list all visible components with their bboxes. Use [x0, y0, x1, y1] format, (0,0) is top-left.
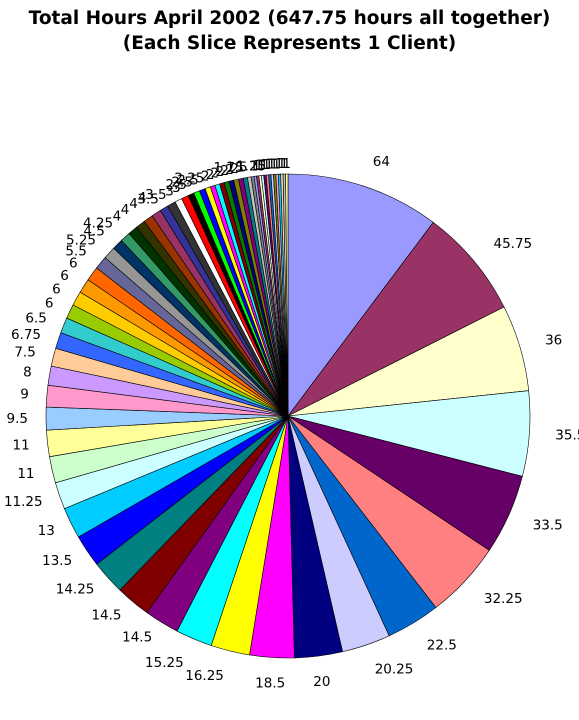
slice-label: 5.5: [65, 243, 86, 259]
slice-label: 8: [23, 365, 32, 381]
slice-label: 45.75: [494, 236, 533, 252]
slice-label: 1: [265, 157, 274, 173]
slice-label: 2: [216, 164, 225, 180]
slice-label: 32.25: [484, 591, 523, 607]
slice-label: 1: [270, 156, 279, 172]
slice-label: 18.5: [255, 675, 285, 691]
slice-label: 20.25: [375, 662, 414, 678]
slice-label: 1: [277, 156, 286, 172]
slice-label: 1: [272, 156, 281, 172]
slice-label: 36: [545, 332, 562, 348]
slice-label: 35.5: [555, 428, 579, 444]
slice-label: 22.5: [427, 637, 457, 653]
slice-label: 3.5: [137, 192, 158, 208]
slice-label: 1: [255, 158, 264, 174]
slice-label: 2.5: [166, 177, 187, 193]
slice-label: 1: [257, 157, 266, 173]
slice-label: 1.25: [236, 159, 266, 175]
pie-slice: [285, 173, 289, 417]
slice-label: 13: [38, 523, 55, 539]
slice-label: 33.5: [533, 517, 563, 533]
slice-label: 1: [252, 158, 261, 174]
slice-label: 7.5: [14, 345, 35, 361]
slice-label: 2: [206, 167, 215, 183]
chart-title: Total Hours April 2002 (647.75 hours all…: [28, 8, 551, 29]
slice-label: 11.25: [4, 494, 43, 510]
slice-label: 2.5: [171, 175, 192, 191]
slice-label: 14.25: [56, 582, 95, 598]
slice-label: 4: [138, 190, 147, 206]
slice-label: 9.5: [7, 411, 28, 427]
slice-label: 2: [225, 162, 234, 178]
slice-label: 2: [220, 163, 229, 179]
pie-slice: [287, 221, 505, 417]
pie-slice: [287, 173, 434, 417]
slice-label: 1: [282, 156, 291, 172]
slice-label: 4.25: [83, 216, 113, 232]
slice-label: 11: [13, 438, 30, 454]
slice-label: 6.5: [25, 311, 46, 327]
slice-label: 13.5: [42, 553, 72, 569]
slice-label: 1.5: [226, 159, 247, 175]
slice-label: 6: [45, 296, 54, 312]
slice-label: 4: [113, 209, 122, 225]
slice-label: 2: [211, 166, 220, 182]
slice-label: 4: [129, 196, 138, 212]
slice-label: 3: [165, 183, 174, 199]
slice-label: 14.5: [91, 608, 121, 624]
slice-label: 2.25: [174, 170, 204, 186]
slice-label: 1.75: [214, 160, 244, 176]
slice-label: 1: [250, 158, 259, 174]
slice-label: 1: [275, 156, 284, 172]
slice-label: 1: [260, 157, 269, 173]
slice-label: 14.5: [122, 630, 152, 646]
slice-label: 1: [280, 156, 289, 172]
slice-label: 11: [17, 466, 34, 482]
slice-label: 6.75: [11, 327, 41, 343]
slice-label: 9: [20, 387, 29, 403]
slice-label: 15.25: [145, 655, 184, 671]
slice-label: 6: [52, 282, 61, 298]
slice-label: 3: [172, 180, 181, 196]
slice-label: 2: [201, 169, 210, 185]
slice-label: 1: [267, 157, 276, 173]
slice-label: 1: [262, 157, 271, 173]
slice-label: 3.5: [145, 187, 166, 203]
chart-subtitle: (Each Slice Represents 1 Client): [122, 33, 457, 54]
slice-label: 20: [313, 674, 330, 690]
slice-label: 6: [69, 255, 78, 271]
slice-label: 6: [60, 268, 69, 284]
slice-label: 16.25: [185, 668, 224, 684]
slice-label: 64: [373, 154, 390, 170]
slice-label: 5.25: [66, 233, 96, 249]
slice-label: 2: [230, 161, 239, 177]
slice-label: 4: [121, 202, 130, 218]
chart-title-block: Total Hours April 2002 (647.75 hours all…: [0, 6, 579, 56]
slice-label: 2.5: [177, 172, 198, 188]
slice-label: 4.5: [83, 224, 104, 240]
